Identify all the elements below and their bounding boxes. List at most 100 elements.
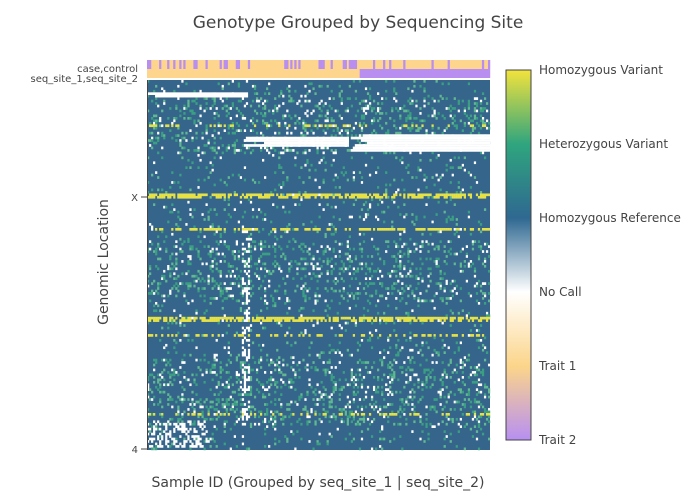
heatmap-cell [385,183,388,187]
heatmap-cell [211,316,214,320]
heatmap-cell [310,385,313,389]
heatmap-cell [183,324,186,327]
heatmap-cell [387,245,390,248]
heatmap-cell [340,267,343,271]
heatmap-cell [322,250,325,253]
heatmap-cell [207,245,210,248]
heatmap-cell [147,321,150,325]
heatmap-cell [233,422,236,426]
heatmap-cell [427,228,430,231]
heatmap-cell [298,117,301,120]
heatmap-cell [483,410,487,414]
heatmap-cell [183,117,186,120]
track-label-seq-site: seq_site_1,seq_site_2 [31,74,138,85]
heatmap-cell [151,193,154,197]
heatmap-cell [179,237,182,241]
heatmap-cell [255,267,259,271]
heatmap-cell [459,193,462,197]
heatmap-cell [270,371,273,374]
heatmap-cell [467,104,471,108]
heatmap-cell [274,437,277,441]
heatmap-cell [469,329,473,332]
heatmap-cell [177,417,180,421]
heatmap-cell [461,334,464,337]
heatmap-cell [447,240,450,243]
heatmap-cell [237,388,241,391]
heatmap-cell [193,430,196,433]
heatmap-cell [264,289,267,293]
heatmap-cell [338,218,341,221]
heatmap-cell [195,102,198,105]
heatmap-cell [411,430,414,433]
heatmap-cell [217,225,220,229]
heatmap-cell [195,430,198,433]
heatmap-cell [191,400,194,404]
heatmap-cell [352,417,356,421]
heatmap-cell [185,427,188,431]
heatmap-cell [393,437,396,441]
heatmap-cell [304,94,307,98]
heatmap-cell [165,432,168,436]
heatmap-cell [153,368,156,372]
heatmap-cell [215,151,218,155]
heatmap-cell [282,417,285,421]
heatmap-cell [485,385,489,389]
heatmap-cell [387,339,390,342]
heatmap-cell [346,129,349,132]
heatmap-cell [481,373,485,377]
heatmap-cell [324,146,327,150]
heatmap-cell [447,346,450,350]
heatmap-cell [181,420,184,424]
heatmap-cell [304,163,307,167]
heatmap-cell [479,413,483,416]
heatmap-cell [163,193,166,197]
heatmap-cell [161,435,164,438]
heatmap-cell [151,173,154,177]
heatmap-cell [332,289,335,293]
heatmap-cell [322,408,325,411]
heatmap-cell [469,316,473,320]
heatmap-cell [151,124,154,128]
heatmap-cell [177,126,180,130]
heatmap-cell [211,262,214,266]
heatmap-cell [445,191,448,194]
heatmap-cell [290,97,293,100]
colorbar-label: Trait 1 [538,359,576,373]
heatmap-cell [368,316,372,320]
heatmap-cell [215,445,218,448]
track-case-control-cell [403,60,406,69]
heatmap-cell [469,294,473,298]
heatmap-cell [229,265,232,268]
heatmap-cell [229,274,232,278]
heatmap-cell [253,272,257,276]
heatmap-cell [272,422,275,426]
heatmap-cell [362,99,366,103]
heatmap-cell [239,361,243,364]
heatmap-cell [266,252,269,256]
heatmap-cell [322,178,325,182]
heatmap-cell [312,390,315,394]
heatmap-cell [479,319,483,322]
heatmap-cell [346,134,349,137]
heatmap-cell [483,358,487,362]
heatmap-cell [217,415,220,419]
heatmap-cell [330,134,333,137]
heatmap-cell [330,378,333,382]
heatmap-cell [469,193,473,197]
heatmap-cell [453,232,456,236]
heatmap-cell [253,245,257,248]
heatmap-cell [211,146,214,150]
heatmap-cell [481,413,485,416]
heatmap-cell [215,417,218,421]
heatmap-cell [209,107,212,110]
heatmap-cell [286,319,289,322]
heatmap-cell [278,319,281,322]
heatmap-cell [175,294,178,298]
heatmap-cell [235,267,238,271]
heatmap-cell [358,262,362,266]
heatmap-cell [259,255,263,258]
heatmap-cell [274,390,277,394]
heatmap-cell [459,316,462,320]
heatmap-cell [167,265,170,268]
heatmap-cell [362,398,366,401]
